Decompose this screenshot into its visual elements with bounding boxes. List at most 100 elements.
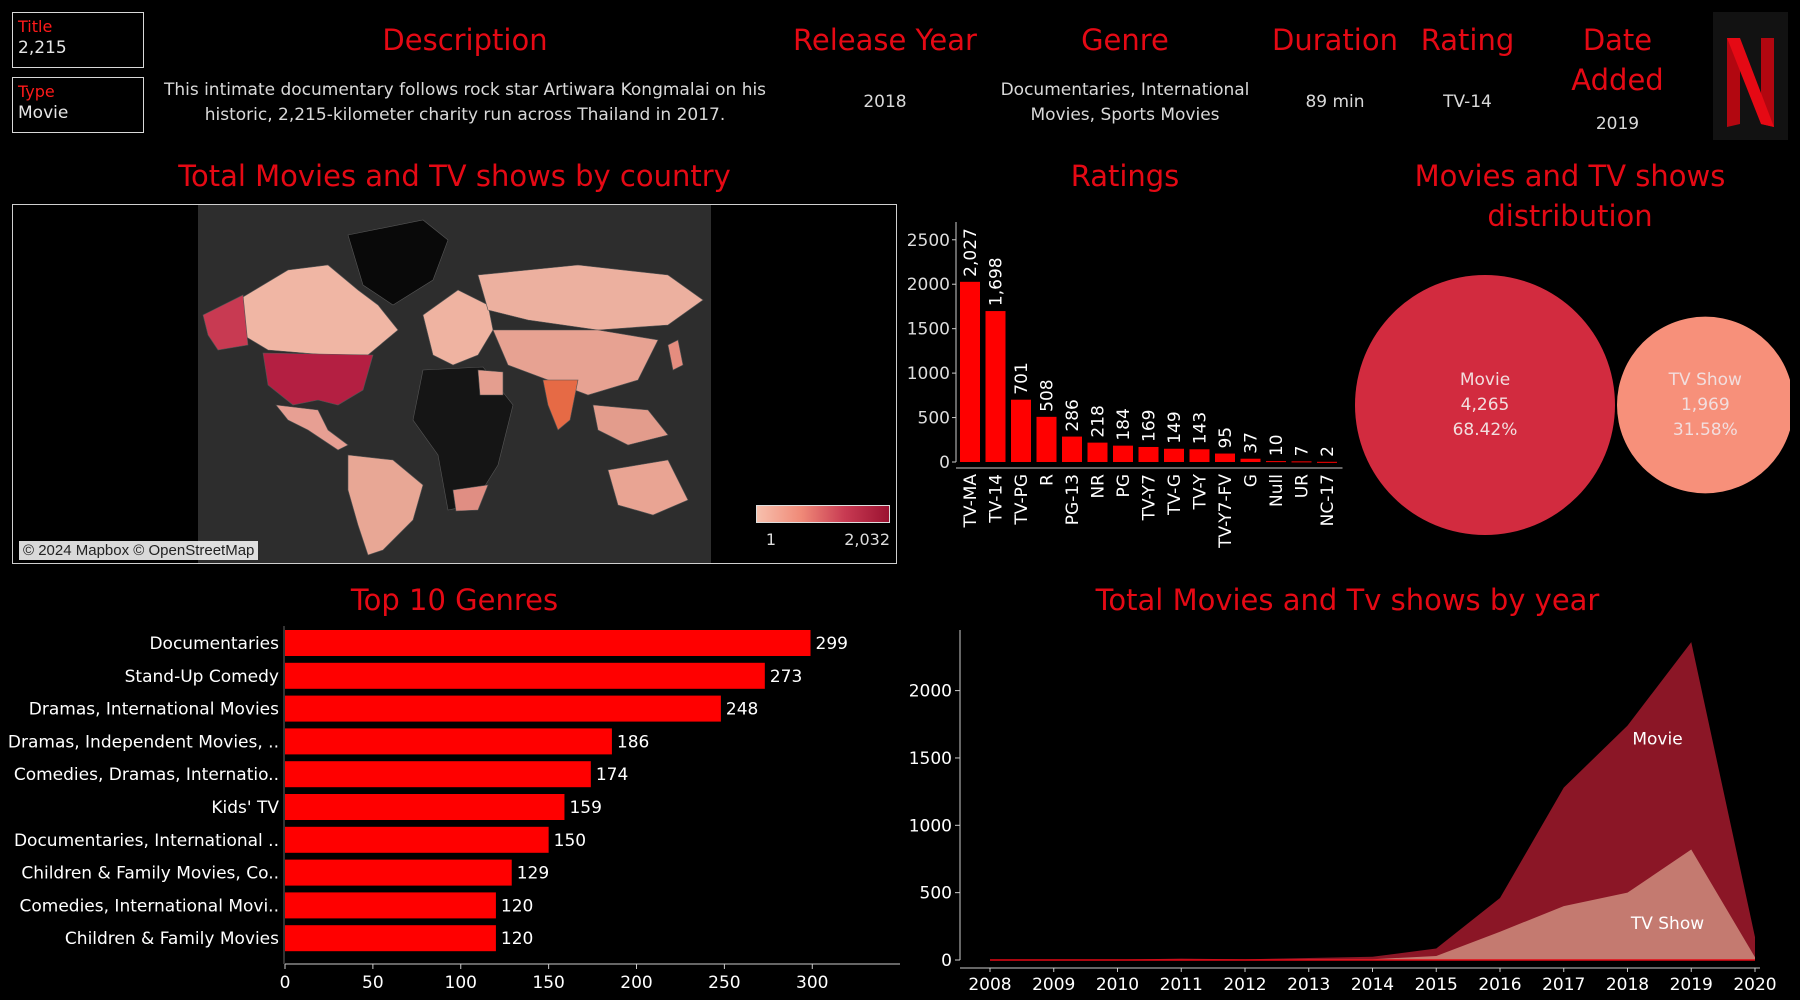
ratings-bar (1317, 461, 1337, 463)
ratings-category-label: TV-MA (961, 474, 981, 529)
ratings-bar (1087, 442, 1108, 462)
genre-x-tick-label: 100 (445, 973, 477, 993)
year-x-tick-label: 2014 (1351, 975, 1394, 995)
distribution-bubble (1617, 316, 1790, 494)
ratings-bar (1062, 436, 1082, 462)
genre-category-label: Dramas, International Movies (29, 700, 279, 720)
yearly-title: Total Movies and Tv shows by year (1095, 583, 1600, 617)
description-text: This intimate documentary follows rock s… (163, 80, 767, 125)
year-x-tick-label: 2018 (1606, 975, 1649, 995)
genre-value-label: 273 (770, 667, 802, 687)
ratings-category-label: TV-14 (987, 474, 1007, 524)
ratings-category-label: R (1038, 474, 1058, 486)
year-x-tick-label: 2015 (1415, 975, 1458, 995)
ratings-bar (1164, 448, 1184, 462)
genre-value-label: 186 (617, 732, 649, 752)
ratings-value-label: 149 (1165, 411, 1185, 443)
map-europe (422, 289, 494, 366)
ratings-bar (1215, 453, 1235, 462)
distribution-percent-label: 31.58% (1673, 420, 1738, 440)
year-x-tick-label: 2020 (1733, 975, 1776, 995)
genre-bar (285, 630, 811, 656)
genre-bar (285, 662, 765, 689)
distribution-category-label: TV Show (1668, 370, 1742, 390)
ratings-bar (1189, 449, 1210, 462)
ratings-bar (1011, 399, 1031, 462)
rating-header: Rating (1420, 23, 1515, 57)
map-alaska (202, 294, 249, 351)
ratings-category-label: Null (1267, 474, 1287, 507)
map-canada (237, 264, 399, 356)
distribution-percent-label: 68.42% (1453, 420, 1518, 440)
ratings-bar (1240, 458, 1261, 462)
genre-category-label: Comedies, Dramas, Internatio.. (14, 765, 279, 785)
ratings-value-label: 508 (1038, 379, 1058, 411)
genre-bar (285, 761, 591, 788)
title-filter-label: Title (18, 17, 53, 36)
year-x-tick-label: 2011 (1160, 975, 1203, 995)
type-filter-value: Movie (18, 103, 69, 123)
ratings-category-label: TV-G (1165, 474, 1185, 516)
year-x-tick-label: 2017 (1542, 975, 1585, 995)
map-india (542, 379, 579, 431)
ratings-category-label: NR (1089, 474, 1109, 499)
genre-x-tick-label: 250 (708, 973, 740, 993)
genre-x-tick-label: 200 (620, 973, 652, 993)
title-filter[interactable]: Title 2,215 (12, 12, 144, 68)
genre-bar (285, 892, 496, 919)
ratings-value-label: 184 (1114, 408, 1134, 440)
map-usa (262, 352, 374, 406)
genre-value-label: 120 (501, 929, 533, 949)
ratings-bar (1266, 461, 1286, 463)
map-russia (477, 264, 704, 331)
ratings-value-label: 218 (1089, 405, 1109, 437)
ratings-bar (1291, 461, 1312, 463)
year-area-movie (990, 642, 1755, 960)
genre-category-label: Dramas, Independent Movies, .. (8, 732, 279, 752)
ratings-value-label: 2,027 (961, 228, 981, 277)
ratings-y-tick-label: 2500 (907, 231, 950, 251)
type-filter[interactable]: Type Movie (12, 77, 144, 133)
title-filter-value: 2,215 (18, 38, 67, 58)
genre-category-label: Kids' TV (211, 798, 279, 818)
genre-bar (285, 695, 721, 722)
genre-value-label: 174 (596, 765, 628, 785)
genre-bar (285, 826, 549, 853)
ratings-value-label: 7 (1293, 446, 1313, 457)
distribution-value-label: 4,265 (1461, 395, 1510, 415)
year-series-label-tvshow: TV Show (1630, 914, 1704, 934)
ratings-bar (1138, 446, 1159, 462)
map-greenland (347, 219, 449, 306)
distribution-title: Movies and TV shows distribution (1414, 159, 1726, 233)
country-map[interactable]: 1 2,032 © 2024 Mapbox © OpenStreetMap (12, 204, 897, 564)
type-filter-label: Type (18, 82, 55, 101)
distribution-chart: Movie 4,265 68.42% TV Show 1,969 31.58% (1355, 275, 1790, 535)
year-y-tick-label: 0 (941, 951, 952, 971)
year-x-tick-label: 2013 (1287, 975, 1330, 995)
year-series-label-movie: Movie (1632, 729, 1682, 749)
year-x-tick-label: 2012 (1223, 975, 1266, 995)
ratings-value-label: 37 (1242, 432, 1262, 454)
ratings-category-label: TV-Y (1191, 473, 1211, 510)
genre-category-label: Documentaries (149, 634, 279, 654)
ratings-bar (1113, 445, 1133, 462)
ratings-value-label: 1,698 (987, 257, 1007, 306)
map-legend-gradient (756, 505, 890, 523)
genre-bar (285, 859, 512, 886)
map-asia (492, 329, 659, 396)
distribution-value-label: 1,969 (1681, 395, 1730, 415)
year-y-tick-label: 2000 (909, 682, 952, 702)
genre-value-label: 150 (554, 831, 586, 851)
map-japan (667, 339, 684, 371)
distribution-bubble (1355, 275, 1615, 535)
ratings-bar (1036, 416, 1057, 462)
year-y-tick-label: 1500 (909, 749, 952, 769)
ratings-category-label: TV-Y7-FV (1216, 474, 1236, 549)
distribution-category-label: Movie (1460, 370, 1510, 390)
ratings-chart: 0 500 1000 1500 2000 2500 2,027 TV-MA 1,698 TV-14… (907, 222, 1343, 549)
genres-title: Top 10 Genres (350, 583, 559, 617)
genre-value-label: 299 (816, 634, 848, 654)
map-se-asia (592, 404, 669, 446)
ratings-bar (985, 311, 1006, 462)
duration-value: 89 min (1305, 92, 1365, 112)
